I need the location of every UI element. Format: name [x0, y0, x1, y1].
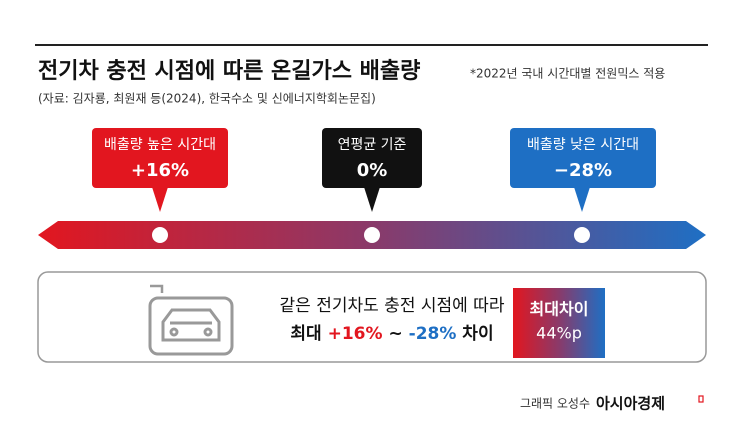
callout-label: 배출량 낮은 시간대 — [527, 137, 639, 153]
marker — [574, 227, 590, 243]
credit: 그래픽 오성수 — [520, 397, 590, 411]
badge-value: 44%p — [536, 324, 582, 343]
brand-mark — [698, 395, 704, 403]
callout-value: −28% — [554, 160, 612, 181]
brand: 아시아경제 — [596, 395, 665, 413]
note: *2022년 국내 시간대별 전원믹스 적용 — [470, 67, 665, 81]
text: 최대 — [290, 324, 327, 344]
text: 차이 — [456, 324, 493, 344]
text: ~ — [383, 324, 409, 344]
badge-label: 최대차이 — [530, 300, 589, 319]
badge — [513, 288, 605, 358]
callout-value: 0% — [357, 160, 388, 181]
summary-box — [37, 271, 707, 363]
source: (자료: 김자룡, 최원재 등(2024), 한국수소 및 신에너지학회논문집) — [38, 92, 376, 106]
marker — [152, 227, 168, 243]
callout-label: 배출량 높은 시간대 — [104, 137, 216, 153]
callout-low: 배출량 낮은 시간대 −28% — [510, 128, 656, 212]
high: +16% — [328, 324, 383, 344]
callout-label: 연평균 기준 — [338, 137, 407, 153]
low: -28% — [409, 324, 457, 344]
summary-line: 최대 +16% ~ -28% 차이 — [290, 324, 493, 344]
marker — [364, 227, 380, 243]
title: 전기차 충전 시점에 따른 온길가스 배출량 — [38, 59, 420, 84]
summary-line: 같은 전기차도 충전 시점에 따라 — [280, 296, 505, 316]
callout-value: +16% — [131, 160, 189, 181]
callout-mid: 연평균 기준 0% — [322, 128, 422, 212]
car-icon — [148, 284, 234, 356]
callout-high: 배출량 높은 시간대 +16% — [92, 128, 228, 212]
